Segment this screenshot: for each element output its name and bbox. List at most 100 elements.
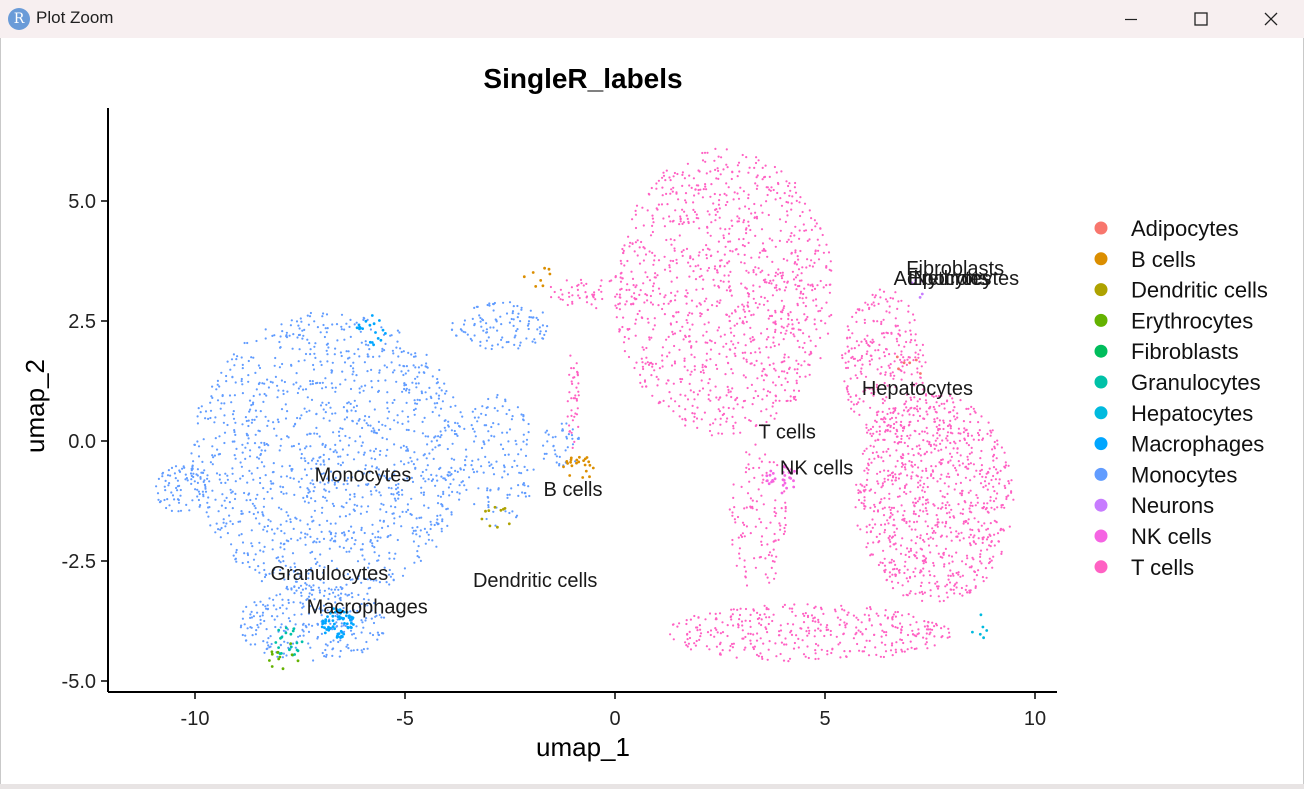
data-point	[366, 353, 369, 356]
data-point	[713, 159, 716, 162]
data-point	[684, 192, 688, 195]
data-point	[895, 337, 898, 340]
data-point	[948, 554, 951, 557]
data-point	[747, 171, 750, 174]
data-point	[370, 386, 374, 389]
data-point	[657, 203, 661, 206]
data-point	[791, 610, 794, 613]
data-point	[975, 494, 978, 497]
data-point	[385, 438, 388, 441]
data-point	[387, 486, 390, 489]
data-point	[197, 445, 201, 448]
data-point	[800, 627, 803, 630]
data-point	[817, 644, 820, 647]
data-point	[934, 524, 937, 527]
data-point	[973, 570, 977, 574]
data-point	[516, 304, 519, 308]
data-point	[758, 622, 761, 625]
data-point-accent	[284, 626, 288, 630]
data-point	[303, 359, 306, 362]
data-point	[574, 394, 577, 397]
data-point	[298, 348, 301, 351]
data-point	[826, 332, 830, 335]
data-point	[273, 532, 276, 535]
data-point	[903, 519, 906, 522]
data-point	[542, 457, 546, 460]
data-point	[925, 641, 928, 644]
data-point	[307, 595, 311, 598]
data-point	[950, 531, 953, 534]
data-point	[196, 481, 199, 484]
data-point	[906, 445, 910, 448]
data-point	[642, 259, 646, 262]
data-point	[234, 480, 237, 483]
data-point	[665, 192, 668, 195]
data-point	[412, 540, 415, 543]
data-point	[220, 481, 223, 484]
data-point	[339, 427, 342, 430]
data-point	[390, 361, 393, 364]
data-point	[328, 490, 331, 493]
data-point	[760, 494, 763, 497]
data-point	[325, 313, 329, 316]
data-point	[998, 478, 1001, 481]
data-point	[574, 412, 577, 415]
data-point	[345, 416, 349, 419]
data-point	[286, 641, 289, 644]
data-point	[330, 382, 333, 385]
data-point	[916, 371, 919, 374]
close-button[interactable]	[1236, 0, 1304, 38]
data-point	[430, 440, 433, 443]
data-point	[319, 606, 322, 609]
data-point	[386, 448, 389, 451]
data-point	[801, 266, 804, 269]
data-point	[967, 518, 970, 521]
data-point	[1010, 491, 1013, 494]
data-point	[378, 613, 381, 617]
data-point	[902, 356, 905, 359]
data-point	[234, 457, 237, 460]
data-point	[948, 581, 952, 584]
data-point	[744, 416, 747, 419]
data-point	[850, 400, 853, 403]
data-point	[916, 400, 919, 403]
data-point	[885, 331, 888, 334]
data-point	[380, 326, 383, 329]
data-point	[761, 269, 764, 272]
data-point	[936, 525, 939, 528]
data-point	[320, 614, 323, 617]
data-point	[557, 296, 560, 299]
data-point	[377, 379, 380, 382]
data-point	[253, 601, 256, 604]
data-point	[743, 535, 746, 538]
data-point	[873, 391, 876, 394]
data-point	[360, 631, 363, 634]
data-point	[953, 592, 956, 595]
data-point	[288, 464, 291, 467]
data-point	[424, 542, 427, 545]
data-point	[760, 540, 763, 543]
data-point	[692, 201, 695, 204]
data-point	[762, 642, 765, 645]
data-point	[930, 465, 933, 468]
data-point	[363, 531, 366, 535]
minimize-button[interactable]	[1096, 0, 1166, 38]
data-point	[269, 480, 272, 483]
data-point	[909, 490, 912, 493]
data-point	[641, 206, 644, 209]
data-point-accent	[342, 632, 346, 636]
data-point	[685, 201, 688, 204]
data-point	[241, 541, 245, 544]
data-point	[754, 211, 757, 214]
data-point	[935, 444, 938, 447]
data-point	[412, 364, 415, 367]
data-point	[894, 563, 897, 567]
data-point	[934, 531, 937, 534]
data-point	[825, 628, 828, 632]
data-point	[947, 411, 951, 414]
data-point	[846, 325, 849, 328]
data-point	[346, 594, 349, 597]
data-point	[940, 402, 943, 405]
data-point	[810, 217, 813, 220]
maximize-button[interactable]	[1166, 0, 1236, 38]
